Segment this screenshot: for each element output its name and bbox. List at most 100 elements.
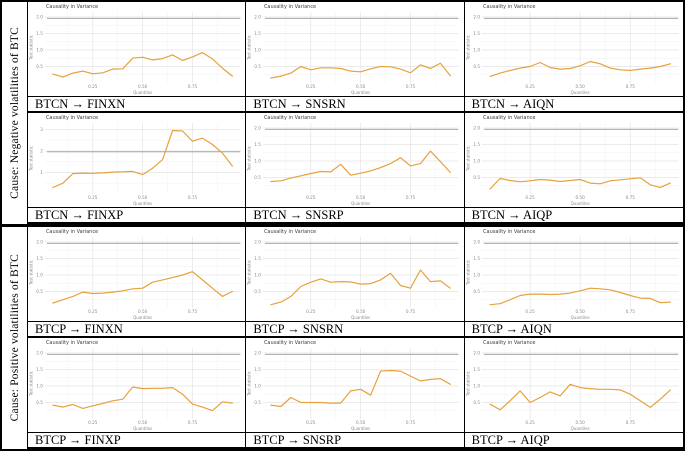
svg-text:0.25: 0.25 xyxy=(525,195,535,200)
chart-btcp-snsrn: 0.25 0.50 0.75 0.5 1.0 1.5 2.0 Causality in Var… xyxy=(246,227,465,321)
svg-text:0.5: 0.5 xyxy=(473,64,480,69)
svg-text:2.0: 2.0 xyxy=(36,239,43,244)
svg-text:0.25: 0.25 xyxy=(306,309,316,314)
svg-text:2.0: 2.0 xyxy=(473,126,480,131)
svg-text:0.5: 0.5 xyxy=(255,289,262,294)
svg-text:0.50: 0.50 xyxy=(356,309,366,314)
svg-text:Test statistic: Test statistic xyxy=(465,371,470,397)
svg-text:1.0: 1.0 xyxy=(255,272,262,277)
svg-text:0.25: 0.25 xyxy=(306,84,316,89)
svg-text:0.25: 0.25 xyxy=(88,420,98,425)
group-label-positive: Cause: Positive volatilities of BTC xyxy=(8,254,21,422)
svg-text:2.0: 2.0 xyxy=(473,351,480,356)
svg-text:Quantiles: Quantiles xyxy=(570,90,589,95)
svg-text:0.50: 0.50 xyxy=(356,420,366,425)
chart-btcp-aiqp: 0.25 0.50 0.75 0.5 1.0 1.5 2.0 Causality in Var… xyxy=(464,338,683,432)
svg-text:Test statistic: Test statistic xyxy=(465,146,470,172)
svg-text:Quantiles: Quantiles xyxy=(352,426,371,431)
svg-text:Causality in Variance: Causality in Variance xyxy=(264,340,316,346)
svg-text:0.50: 0.50 xyxy=(575,84,585,89)
svg-text:1.5: 1.5 xyxy=(36,31,43,36)
caption-btcp-finxn: BTCP → FINXN xyxy=(28,321,247,338)
group-sidebar-negative: Cause: Negative volatilities of BTC xyxy=(2,2,28,224)
svg-text:0.25: 0.25 xyxy=(88,195,98,200)
svg-text:Quantiles: Quantiles xyxy=(570,426,589,431)
svg-text:3: 3 xyxy=(40,127,43,132)
svg-text:Causality in Variance: Causality in Variance xyxy=(46,4,98,10)
svg-text:1.5: 1.5 xyxy=(255,256,262,261)
svg-text:0.25: 0.25 xyxy=(306,195,316,200)
caption-btcn-aiqp: BTCN → AIQP xyxy=(464,207,683,224)
svg-text:2.0: 2.0 xyxy=(255,125,262,130)
svg-text:1.5: 1.5 xyxy=(473,31,480,36)
svg-text:0.75: 0.75 xyxy=(625,309,635,314)
svg-text:1.5: 1.5 xyxy=(473,142,480,147)
svg-text:1.5: 1.5 xyxy=(36,256,43,261)
svg-text:0.5: 0.5 xyxy=(255,64,262,69)
chart-btcp-snsrp: 0.25 0.50 0.75 0.5 1.0 1.5 2.0 Causality in Var… xyxy=(246,338,465,432)
svg-text:Quantiles: Quantiles xyxy=(352,201,371,206)
svg-text:0.50: 0.50 xyxy=(138,420,148,425)
svg-text:0.5: 0.5 xyxy=(255,175,262,180)
svg-text:0.75: 0.75 xyxy=(625,420,635,425)
caption-btcn-finxp: BTCN → FINXP xyxy=(28,207,247,224)
line-chart: 0.25 0.50 0.75 1 2 3 Causality in Variance Quan… xyxy=(28,115,241,206)
caption-btcp-aiqp: BTCP → AIQP xyxy=(464,432,683,449)
svg-text:0.75: 0.75 xyxy=(406,420,416,425)
svg-text:Test statistic: Test statistic xyxy=(247,260,252,286)
svg-text:2.0: 2.0 xyxy=(36,14,43,19)
svg-text:1.0: 1.0 xyxy=(473,273,480,278)
svg-text:0.5: 0.5 xyxy=(36,289,43,294)
svg-text:0.75: 0.75 xyxy=(188,420,198,425)
svg-text:1: 1 xyxy=(40,170,43,175)
svg-text:0.25: 0.25 xyxy=(306,420,316,425)
svg-text:1.0: 1.0 xyxy=(36,272,43,277)
svg-text:2.0: 2.0 xyxy=(255,350,262,355)
svg-text:0.5: 0.5 xyxy=(473,175,480,180)
svg-text:0.25: 0.25 xyxy=(525,420,535,425)
svg-text:0.25: 0.25 xyxy=(88,84,98,89)
svg-text:0.25: 0.25 xyxy=(525,309,535,314)
svg-text:1.5: 1.5 xyxy=(36,367,43,372)
svg-text:Test statistic: Test statistic xyxy=(28,35,33,61)
svg-text:Test statistic: Test statistic xyxy=(28,371,33,397)
group-negative-volatilities: Cause: Negative volatilities of BTC 0.25… xyxy=(2,2,683,224)
chart-btcn-aiqp: 0.25 0.50 0.75 0.5 1.0 1.5 2.0 Causality in Var… xyxy=(464,113,683,207)
svg-text:1.0: 1.0 xyxy=(473,48,480,53)
svg-text:1.5: 1.5 xyxy=(473,256,480,261)
svg-text:0.50: 0.50 xyxy=(356,84,366,89)
svg-text:1.5: 1.5 xyxy=(255,142,262,147)
svg-text:Causality in Variance: Causality in Variance xyxy=(483,115,535,121)
svg-text:1.0: 1.0 xyxy=(473,159,480,164)
svg-text:Test statistic: Test statistic xyxy=(247,35,252,61)
svg-text:0.5: 0.5 xyxy=(473,289,480,294)
caption-btcn-finxn: BTCN → FINXN xyxy=(28,96,247,113)
svg-text:1.0: 1.0 xyxy=(36,383,43,388)
svg-text:1.5: 1.5 xyxy=(255,31,262,36)
svg-text:Causality in Variance: Causality in Variance xyxy=(264,115,316,121)
svg-text:Test statistic: Test statistic xyxy=(465,260,470,286)
caption-btcp-snsrn: BTCP → SNSRN xyxy=(246,321,465,338)
group-divider xyxy=(2,224,683,227)
svg-text:0.25: 0.25 xyxy=(88,309,98,314)
svg-text:0.50: 0.50 xyxy=(575,420,585,425)
group-sidebar-positive: Cause: Positive volatilities of BTC xyxy=(2,227,28,449)
svg-text:0.50: 0.50 xyxy=(138,309,148,314)
caption-btcn-snsrp: BTCN → SNSRP xyxy=(246,207,465,224)
svg-text:Causality in Variance: Causality in Variance xyxy=(46,340,98,346)
svg-text:Causality in Variance: Causality in Variance xyxy=(264,229,316,235)
svg-text:2.0: 2.0 xyxy=(255,239,262,244)
svg-text:1.5: 1.5 xyxy=(473,367,480,372)
svg-text:0.75: 0.75 xyxy=(188,309,198,314)
svg-text:1.0: 1.0 xyxy=(255,47,262,52)
svg-text:1.0: 1.0 xyxy=(255,158,262,163)
svg-text:0.75: 0.75 xyxy=(188,84,198,89)
svg-text:Test statistic: Test statistic xyxy=(465,35,470,61)
